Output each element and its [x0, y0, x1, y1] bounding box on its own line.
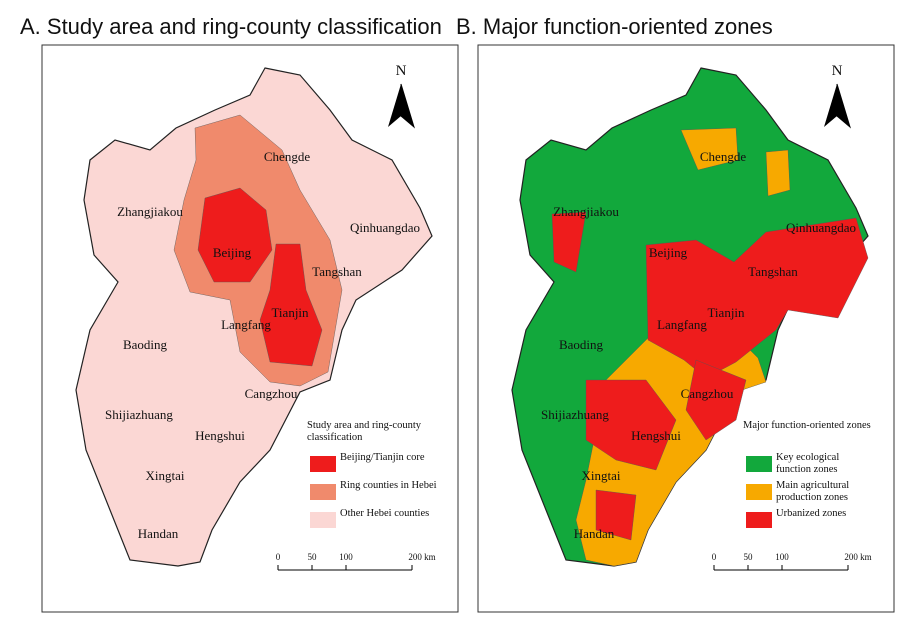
scale-label: 200 km [408, 552, 436, 562]
scale-label: 100 [339, 552, 353, 562]
scale-label: 200 km [844, 552, 872, 562]
legend-label: Ring counties in Hebei [340, 480, 437, 491]
city-label: Qinhuangdao [785, 220, 857, 235]
zone [680, 127, 739, 171]
scale-label: 0 [711, 552, 717, 562]
legend-swatch [310, 484, 336, 500]
scale-label: 100 [775, 552, 789, 562]
city-label: Zhangjiakou [553, 204, 619, 219]
legend-label: Key ecological function zones [776, 452, 840, 475]
legend-swatch [310, 512, 336, 528]
city-label: Shijiazhuang [105, 407, 173, 422]
zone [551, 211, 587, 273]
city-label: Xingtai [581, 468, 621, 483]
zone [685, 359, 747, 441]
zone [765, 149, 791, 197]
zone [595, 489, 637, 541]
north-label: N [395, 63, 407, 79]
scale-label: 50 [743, 552, 753, 562]
legend-label: Urbanized zones [776, 508, 847, 519]
north-arrow [400, 83, 415, 129]
city-label: Langfang [221, 317, 271, 332]
zone [585, 379, 677, 471]
zone [197, 187, 273, 283]
legend-label: Other Hebei counties [340, 508, 430, 519]
city-label: Hengshui [631, 428, 681, 443]
city-label: Handan [137, 526, 179, 541]
panel-frame [477, 44, 895, 613]
legend-title: Study area and ring-county classificatio… [307, 420, 422, 443]
scale-label: 50 [307, 552, 317, 562]
legend-swatch [310, 456, 336, 472]
city-label: Tianjin [707, 305, 745, 320]
city-label: Handan [573, 526, 615, 541]
panel-title: B. Major function-oriented zones [456, 14, 773, 39]
city-label: Chengde [699, 149, 747, 164]
city-label: Xingtai [145, 468, 185, 483]
scale-label: 0 [275, 552, 281, 562]
city-label: Hengshui [195, 428, 245, 443]
city-label: Baoding [558, 337, 604, 352]
city-label: Cangzhou [680, 386, 734, 401]
city-label: Qinhuangdao [349, 220, 421, 235]
panel-frame [41, 44, 459, 613]
city-label: Tangshan [748, 264, 798, 279]
legend-swatch [746, 456, 772, 472]
legend-swatch [746, 512, 772, 528]
north-arrow [388, 84, 401, 127]
panel-title: A. Study area and ring-county classifica… [20, 14, 442, 39]
legend-swatch [746, 484, 772, 500]
legend-title: Major function-oriented zones [743, 420, 871, 431]
city-label: Tangshan [312, 264, 362, 279]
city-label: Shijiazhuang [541, 407, 609, 422]
city-label: Langfang [657, 317, 707, 332]
city-label: Baoding [122, 337, 168, 352]
zone [259, 243, 323, 367]
city-label: Chengde [263, 149, 311, 164]
north-label: N [831, 63, 843, 79]
city-label: Beijing [648, 245, 688, 260]
city-label: Beijing [212, 245, 252, 260]
zone [645, 217, 869, 379]
north-arrow [824, 84, 837, 127]
city-label: Zhangjiakou [117, 204, 183, 219]
city-label: Tianjin [271, 305, 309, 320]
legend-label: Beijing/Tianjin core [340, 452, 425, 463]
legend-label: Main agricultural production zones [776, 480, 850, 503]
city-label: Cangzhou [244, 386, 298, 401]
north-arrow [836, 83, 851, 129]
